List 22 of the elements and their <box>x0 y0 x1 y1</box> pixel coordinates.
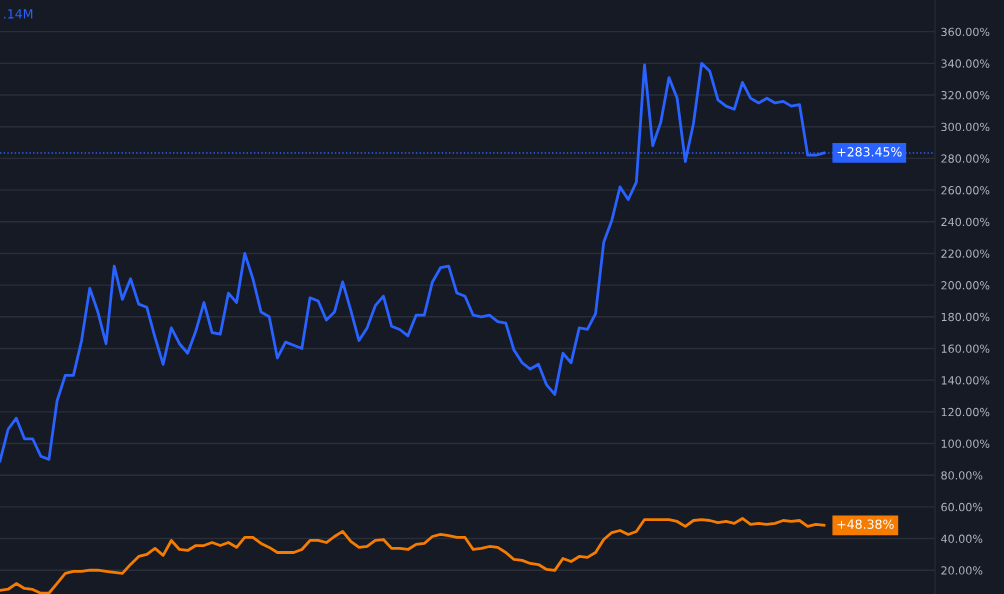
y-tick-label: 200.00% <box>941 281 990 290</box>
y-tick-label: 300.00% <box>941 122 990 132</box>
data-label: +48.38% <box>837 519 894 529</box>
y-tick-label: 120.00% <box>941 407 990 417</box>
y-tick-label: 40.00% <box>941 534 983 543</box>
y-tick-label: 360.00% <box>941 27 990 37</box>
y-tick-label: 240.00% <box>941 217 990 227</box>
y-tick-label: 140.00% <box>941 376 990 385</box>
y-tick-label: 260.00% <box>941 186 990 195</box>
y-tick-label: 20.00% <box>941 566 983 575</box>
y-tick-label: 100.00% <box>941 439 990 448</box>
y-tick-label: 80.00% <box>941 471 983 480</box>
line-series <box>0 517 826 594</box>
y-tick-label: 60.00% <box>941 502 983 512</box>
y-tick-label: 220.00% <box>941 249 990 258</box>
annotation: .14M <box>4 9 33 19</box>
y-tick-label: 160.00% <box>941 344 990 353</box>
y-tick-label: 340.00% <box>941 59 990 68</box>
y-tick-label: 320.00% <box>941 91 990 100</box>
y-tick-label: 180.00% <box>941 312 990 322</box>
data-label: +283.45% <box>837 147 902 157</box>
y-tick-label: 280.00% <box>941 154 990 163</box>
